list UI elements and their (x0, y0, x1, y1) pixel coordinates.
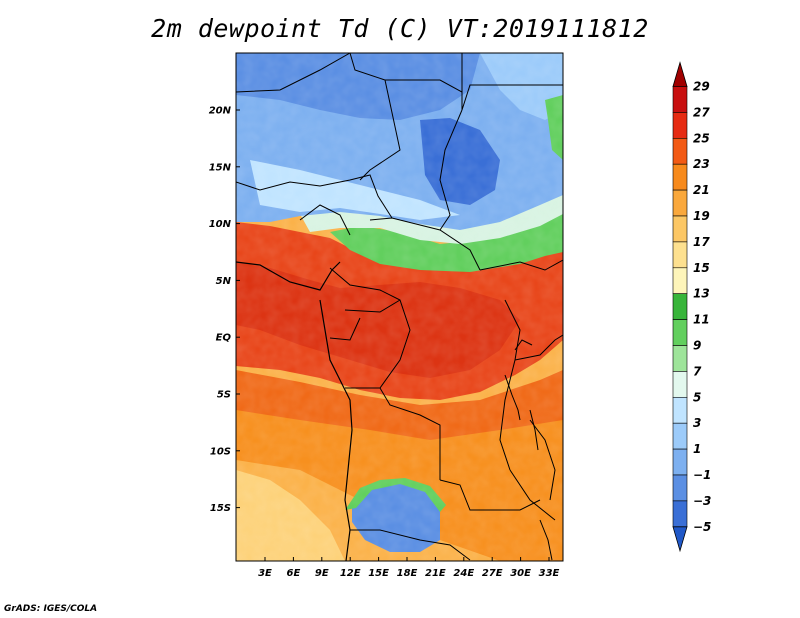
latitude-axis: 20N 15N 10N 5N EQ 5S 10S 15S (209, 106, 240, 514)
colorbar-label: 21 (693, 183, 710, 197)
country-borders (236, 53, 563, 561)
lon-label: 6E (287, 568, 301, 579)
colorbar-label: 13 (693, 287, 710, 301)
colorbar-segment (672, 189, 688, 217)
colorbar-label: 23 (693, 157, 710, 171)
lon-label: 30E (510, 568, 531, 579)
colorbar-segment (672, 293, 688, 320)
lon-label: 33E (539, 568, 560, 579)
lat-label: 15N (209, 162, 232, 173)
coastline (236, 261, 353, 561)
colorbar-segment (672, 163, 688, 191)
lon-label: 24E (453, 568, 474, 579)
colorbar-label: 5 (693, 390, 701, 404)
colorbar-label: −1 (693, 468, 711, 482)
lon-label: 27E (482, 568, 503, 579)
colorbar-segment (672, 86, 688, 113)
colorbar-label: −3 (693, 494, 711, 508)
colorbar-label: 19 (693, 209, 710, 223)
colorbar-segment (672, 422, 688, 450)
colorbar-label: 1 (693, 442, 701, 456)
lat-label: 10S (210, 446, 231, 457)
map-title: 2m dewpoint Td (C) VT:2019111812 (151, 14, 649, 43)
colorbar: 29 27 25 23 21 19 17 15 13 11 9 7 5 3 1 −1 −3 −5 (672, 61, 711, 553)
colorbar-segment (672, 371, 688, 398)
lat-label: 20N (209, 106, 232, 117)
colorbar-segment (672, 112, 688, 139)
colorbar-label: −5 (693, 520, 711, 534)
colorbar-label: 29 (693, 80, 710, 94)
colorbar-top-arrow (672, 61, 688, 87)
colorbar-label: 27 (693, 105, 710, 119)
colorbar-label: 9 (693, 339, 701, 353)
colorbar-label: 17 (693, 235, 710, 249)
lon-label: 21E (425, 568, 446, 579)
lakes (504, 339, 553, 561)
colorbar-segment (672, 241, 688, 269)
lat-label: 15S (210, 503, 231, 514)
longitude-axis: 3E 6E 9E 12E 15E 18E 21E 24E 27E 30E 33E (258, 557, 560, 579)
lon-label: 3E (258, 568, 272, 579)
colorbar-segment (672, 448, 688, 476)
colorbar-label: 7 (693, 364, 702, 378)
lat-label: 5S (217, 390, 231, 401)
lon-label: 15E (368, 568, 389, 579)
lon-label: 12E (340, 568, 361, 579)
colorbar-segment (672, 474, 688, 502)
lat-label: 5N (216, 276, 232, 287)
colorbar-segment (672, 500, 688, 528)
colorbar-segment (672, 138, 688, 165)
colorbar-segment (672, 267, 688, 294)
colorbar-label: 11 (693, 313, 710, 327)
colorbar-segment (672, 319, 688, 346)
colorbar-label: 25 (693, 131, 710, 145)
colorbar-segment (672, 345, 688, 372)
colorbar-label: 15 (693, 261, 710, 275)
colorbar-segment (672, 396, 688, 424)
lat-label: 10N (209, 219, 232, 230)
grads-credit: GrADS: IGES/COLA (4, 604, 98, 614)
colorbar-label: 3 (693, 416, 701, 430)
lon-label: 18E (397, 568, 418, 579)
map-frame (235, 52, 564, 562)
colorbar-segment (672, 215, 688, 243)
lon-label: 9E (315, 568, 329, 579)
lat-label: EQ (216, 333, 232, 344)
colorbar-bottom-arrow (672, 526, 688, 553)
